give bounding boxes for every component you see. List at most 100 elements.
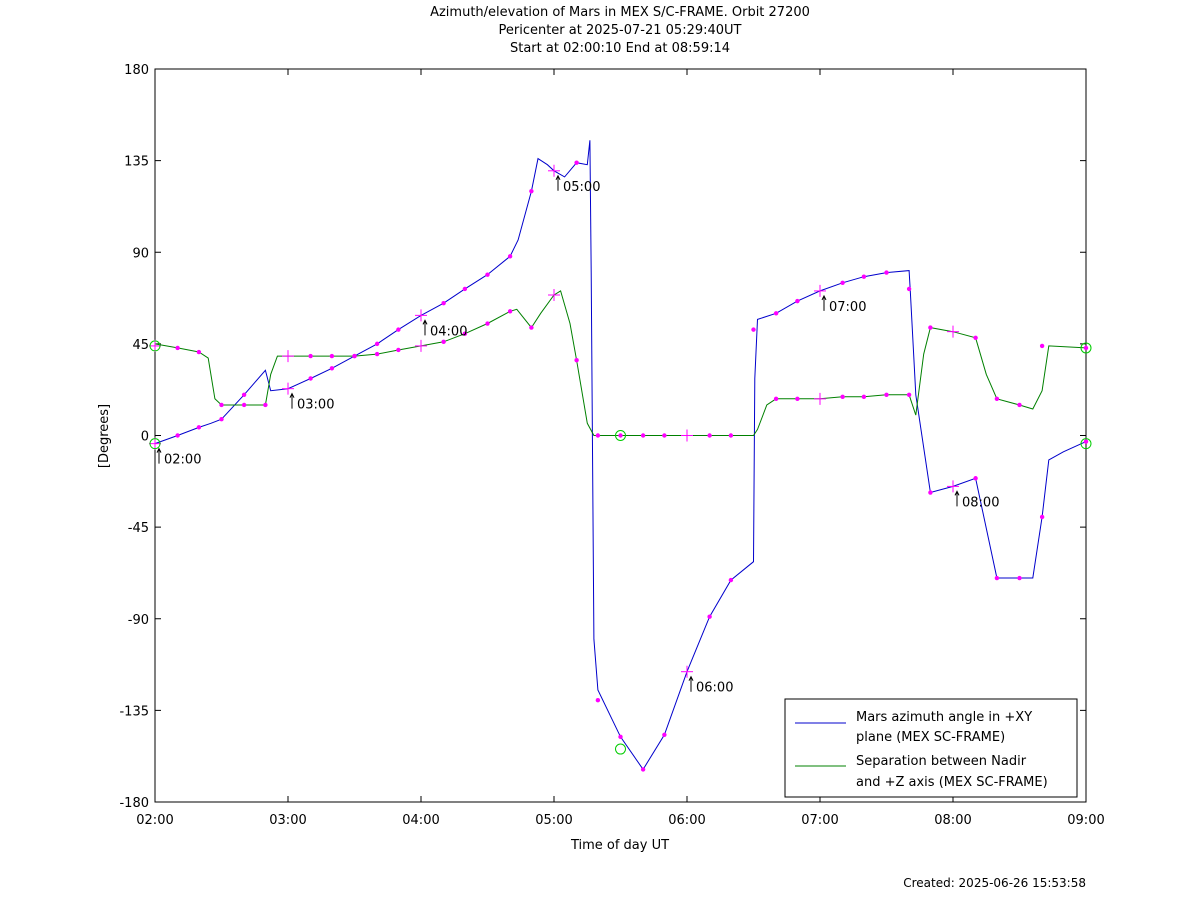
data-point-marker	[994, 396, 1000, 402]
data-point-marker	[840, 394, 845, 400]
y-tick-label: -90	[128, 613, 149, 628]
data-point-marker	[529, 188, 534, 194]
time-label: 03:00	[297, 398, 334, 413]
x-tick-label: 03:00	[269, 813, 306, 828]
data-point-marker	[994, 575, 1000, 581]
time-label-arrow	[688, 675, 694, 681]
data-point-marker	[662, 732, 667, 738]
series-lines	[154, 140, 1087, 771]
data-point-marker	[441, 300, 446, 306]
data-point-marker	[263, 402, 268, 408]
time-annotations: 02:00 03:00 04:00 05:00 06:00 07:00 08:00	[156, 174, 999, 696]
data-point-marker	[662, 433, 667, 438]
data-point-marker	[329, 366, 335, 371]
time-label: 08:00	[962, 495, 999, 510]
data-point-marker	[462, 286, 468, 292]
time-label: 07:00	[829, 300, 866, 315]
data-point-marker	[196, 349, 202, 355]
data-point-marker	[595, 697, 601, 703]
data-point-marker	[728, 433, 734, 438]
data-point-marker	[574, 160, 579, 165]
data-point-marker	[840, 280, 845, 285]
data-point-marker	[352, 353, 357, 359]
data-point-marker	[462, 331, 468, 336]
event-circle-marker	[615, 430, 626, 441]
data-point-marker	[773, 396, 779, 402]
data-point-marker	[861, 394, 867, 400]
y-axis-label: [Degrees]	[97, 404, 112, 468]
time-label: 06:00	[696, 681, 733, 696]
data-point-marker	[175, 345, 180, 351]
data-point-marker	[773, 311, 779, 316]
x-tick-label: 04:00	[402, 813, 439, 828]
data-point-marker	[374, 341, 380, 347]
time-label-arrow	[156, 447, 162, 453]
data-point-marker	[329, 353, 335, 359]
data-point-marker	[640, 433, 646, 438]
data-point-marker	[507, 254, 513, 259]
data-point-marker	[241, 402, 247, 408]
data-point-marker	[485, 321, 490, 326]
data-point-marker	[196, 425, 202, 430]
time-label: 05:00	[563, 180, 600, 195]
chart-subtitle-pericenter: Pericenter at 2025-07-21 05:29:40UT	[498, 23, 742, 38]
y-tick-label: 90	[132, 246, 149, 261]
data-point-marker	[1017, 575, 1022, 581]
data-point-marker	[1083, 345, 1089, 351]
time-label: 04:00	[430, 324, 467, 339]
data-point-marker	[219, 402, 224, 408]
data-point-marker	[374, 351, 380, 357]
data-point-marker	[396, 347, 401, 353]
x-tick-label: 08:00	[934, 813, 971, 828]
data-point-marker	[795, 396, 800, 402]
data-point-marker	[707, 433, 712, 438]
time-label: 02:00	[164, 453, 201, 468]
event-circle-marker	[615, 743, 626, 755]
data-point-marker	[973, 335, 978, 340]
data-point-marker	[396, 327, 401, 332]
data-point-marker	[973, 476, 978, 481]
chart-title: Azimuth/elevation of Mars in MEX S/C-FRA…	[430, 5, 810, 20]
y-tick-label: 45	[132, 338, 149, 353]
legend: Mars azimuth angle in +XY plane (MEX SC-…	[784, 698, 1078, 798]
data-point-marker	[928, 490, 933, 495]
event-circle-marker	[1080, 342, 1092, 354]
created-timestamp: Created: 2025-06-26 15:53:58	[903, 876, 1086, 890]
data-point-marker	[928, 325, 933, 330]
y-tick-label: -45	[128, 521, 149, 536]
data-point-marker	[1017, 402, 1022, 408]
time-label-arrow	[289, 392, 295, 398]
data-point-marker	[1039, 343, 1045, 349]
data-point-marker	[574, 357, 579, 363]
axis-ticks: 02:00 03:00 04:00 05:00 06:00 07:00 08:00 09:00…	[119, 63, 1104, 828]
data-point-marker	[308, 376, 313, 381]
data-point-marker	[618, 734, 623, 740]
data-point-marker	[485, 272, 490, 277]
event-circle-marker	[149, 438, 161, 450]
data-point-marker	[308, 353, 313, 359]
legend-entry-separation-line1: Separation between Nadir	[856, 754, 1027, 769]
event-circle-marker	[149, 340, 161, 352]
data-point-marker	[906, 286, 912, 292]
data-point-marker	[861, 274, 867, 279]
series-line-azimuth	[154, 140, 1087, 771]
data-point-marker	[1083, 439, 1089, 444]
data-point-marker	[795, 298, 800, 304]
y-tick-label: -135	[119, 704, 149, 719]
data-point-marker	[707, 614, 712, 619]
x-tick-label: 05:00	[535, 813, 572, 828]
data-point-marker	[751, 327, 756, 332]
x-axis-label: Time of day UT	[570, 838, 669, 853]
data-point-marker	[595, 433, 601, 438]
legend-entry-azimuth-line1: Mars azimuth angle in +XY	[856, 710, 1032, 725]
x-tick-label: 02:00	[136, 813, 173, 828]
x-tick-label: 07:00	[801, 813, 838, 828]
data-point-marker	[728, 577, 734, 583]
chart-subtitle-start-end: Start at 02:00:10 End at 08:59:14	[509, 41, 731, 56]
x-tick-label: 09:00	[1067, 813, 1104, 828]
data-point-marker	[906, 392, 912, 397]
legend-entry-azimuth-line2: plane (MEX SC-FRAME)	[856, 730, 1005, 745]
data-point-marker	[640, 767, 646, 772]
data-point-marker	[1039, 514, 1045, 520]
